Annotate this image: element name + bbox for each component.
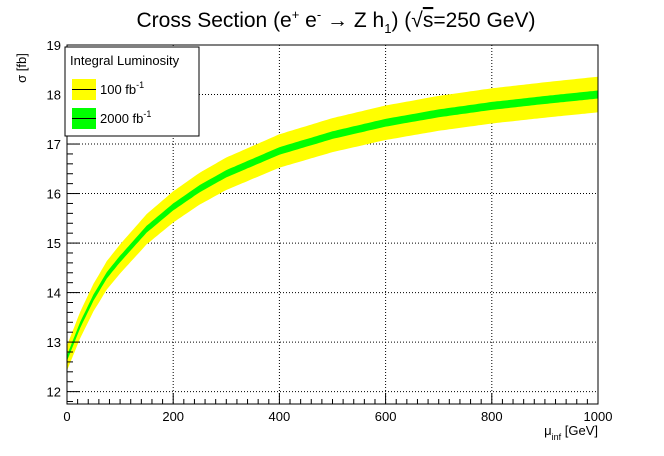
y-axis-title: σ [fb] xyxy=(14,53,29,83)
x-tick-label: 0 xyxy=(63,409,70,424)
chart-title: Cross Section (e+ e- → Z h1) (√s=250 GeV… xyxy=(137,7,536,36)
y-tick-label: 16 xyxy=(47,187,61,202)
legend-label-100fb: 100 fb-1 xyxy=(100,80,144,97)
x-axis-title: μinf [GeV] xyxy=(544,423,598,442)
y-tick-label: 18 xyxy=(47,88,61,103)
legend: Integral Luminosity 100 fb-1 2000 fb-1 xyxy=(64,46,200,137)
x-tick-label: 600 xyxy=(375,409,397,424)
x-tick-label: 400 xyxy=(269,409,291,424)
x-tick-label: 200 xyxy=(162,409,184,424)
legend-label-2000fb: 2000 fb-1 xyxy=(100,109,151,126)
bands xyxy=(67,76,598,371)
y-tick-label: 13 xyxy=(47,335,61,350)
y-tick-label: 15 xyxy=(47,236,61,251)
y-tick-label: 12 xyxy=(47,385,61,400)
x-tick-label: 800 xyxy=(481,409,503,424)
y-tick-label: 14 xyxy=(47,286,61,301)
y-tick-label: 19 xyxy=(47,38,61,53)
y-tick-label: 17 xyxy=(47,137,61,152)
legend-header: Integral Luminosity xyxy=(70,53,180,68)
axes: 0 200 400 600 800 1000 12 13 14 15 16 17 18 19 xyxy=(47,38,613,424)
x-tick-label: 1000 xyxy=(584,409,613,424)
